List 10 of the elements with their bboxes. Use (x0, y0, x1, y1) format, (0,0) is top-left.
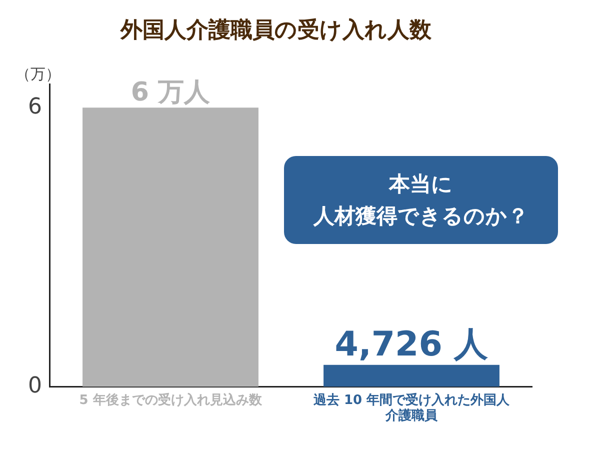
annotation: 人材獲得できるのか？ (312, 203, 530, 230)
y-tick-label: 6 (28, 94, 42, 120)
x-tick-label: 過去 10 年間で受け入れた外国人介護職員 (312, 392, 511, 424)
annotation: 本当に (388, 171, 454, 198)
annotation: 6 万人 (130, 77, 212, 108)
annotation: 4,726 人 (334, 324, 490, 365)
y-axis-title: （万） (15, 64, 60, 83)
chart-title: 外国人介護職員の受け入れ人数 (120, 18, 432, 43)
x-tick-label: 5 年後までの受け入れ見込み数 (79, 392, 263, 408)
y-tick-label: 0 (28, 374, 42, 399)
